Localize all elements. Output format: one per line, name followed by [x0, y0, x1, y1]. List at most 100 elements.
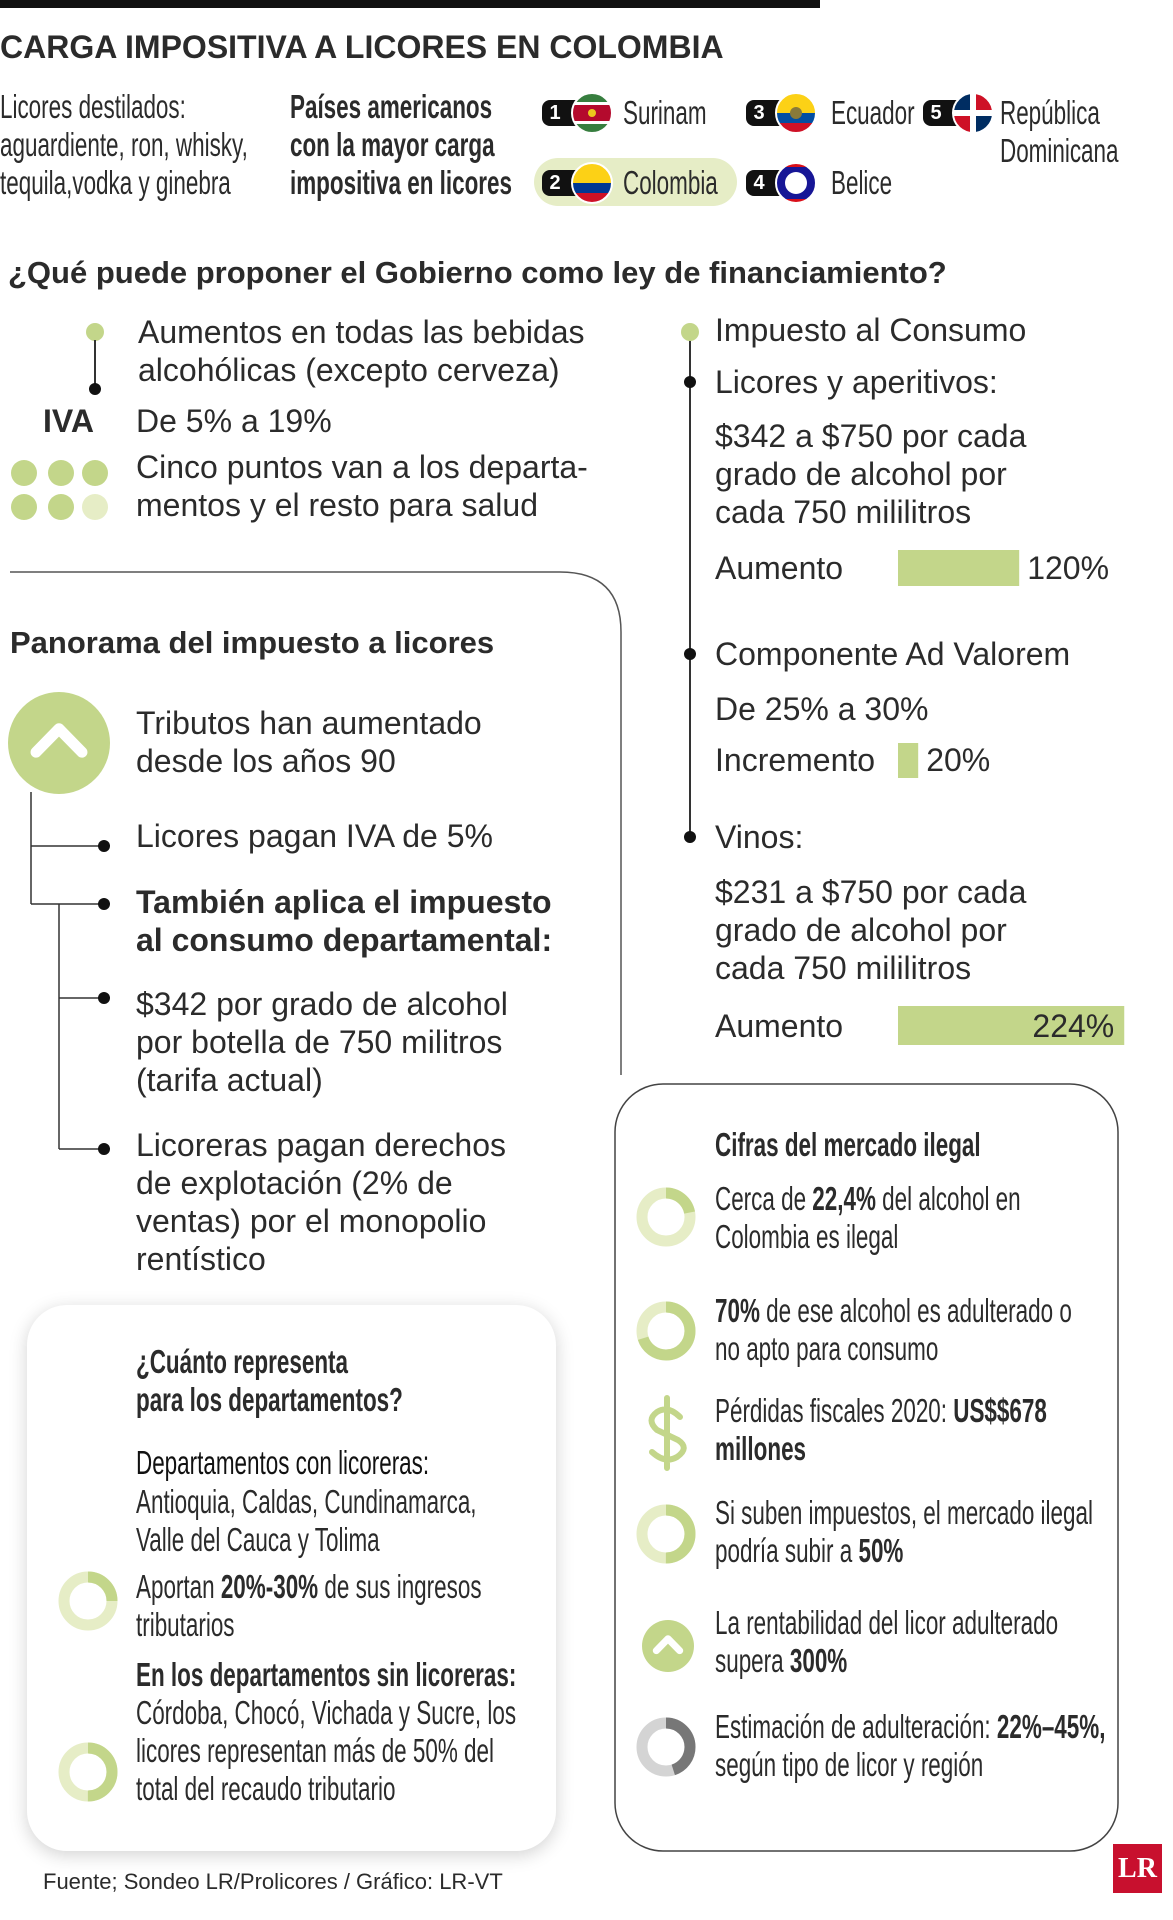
increase-bar — [898, 1006, 1125, 1045]
iva-note: mentos y el resto para salud — [136, 487, 538, 523]
chevron-icon — [8, 692, 110, 794]
text-run: Estimación de adulteración: — [715, 1708, 997, 1745]
top-rule — [0, 0, 820, 8]
panorama-item: Licores pagan IVA de 5% — [136, 818, 493, 854]
flag-band — [572, 163, 612, 183]
iva-note: Cinco puntos van a los departa- — [136, 449, 588, 485]
text-run: Aportan — [136, 1568, 221, 1605]
panorama-item: de explotación (2% de — [136, 1165, 453, 1201]
departments-title: para los departamentos? — [136, 1381, 403, 1418]
increase-value: 224% — [1032, 1008, 1115, 1044]
bullet — [681, 323, 699, 341]
text-run: Cerca de — [715, 1180, 813, 1217]
bullet — [684, 376, 696, 388]
rank-number: 2 — [549, 172, 561, 194]
increase-label: Incremento — [715, 742, 876, 778]
illegal-item: Pérdidas fiscales 2020: US$$678 millones — [715, 1392, 1110, 1468]
text-run: 70% — [715, 1292, 760, 1329]
illegal-item: Estimación de adulteración: 22%–45%, seg… — [715, 1708, 1135, 1784]
panorama-item: $342 por grado de alcohol — [136, 986, 508, 1022]
flag-band — [776, 199, 816, 203]
flag-ring — [571, 92, 613, 134]
heading: Componente Ad Valorem — [715, 636, 1071, 672]
share-dot — [11, 460, 37, 486]
ranking-title: Países americanos — [290, 88, 493, 125]
iva-change: De 5% a 19% — [136, 403, 332, 439]
ranking-title: con la mayor carga — [290, 126, 495, 163]
ranking-title: impositiva en licores — [290, 164, 512, 201]
panorama-item: Tributos han aumentado — [136, 705, 482, 741]
flag-band — [776, 163, 816, 167]
rank-badge — [542, 170, 582, 196]
consumption-title: Impuesto al Consumo — [715, 312, 1027, 348]
illegal-item: La rentabilidad del licor adulterado sup… — [715, 1604, 1115, 1680]
panorama-item: al consumo departamental: — [136, 922, 553, 958]
donut-icon-arc — [636, 1717, 696, 1777]
donut-icon-arc — [636, 1504, 696, 1564]
heading: Licores y aperitivos: — [715, 364, 998, 400]
rate: $342 a $750 por cada — [715, 418, 1027, 454]
increase-bar — [898, 550, 1020, 586]
chevron-mark — [30, 723, 88, 758]
donut-icon-arc — [58, 1571, 118, 1631]
bullet — [86, 323, 104, 341]
rank-badge — [542, 100, 582, 126]
illegal-box — [614, 1083, 1119, 1852]
panorama-item: ventas) por el monopolio — [136, 1203, 487, 1239]
flag-ring — [775, 162, 817, 204]
divider — [10, 571, 622, 1075]
share-dot — [82, 460, 108, 486]
donut-icon-arc — [636, 1301, 696, 1361]
text-run: Córdoba, Chocó, Vichada y Sucre, los lic… — [136, 1694, 517, 1807]
panorama-item: desde los años 90 — [136, 743, 396, 779]
rate: grado de alcohol por — [715, 456, 1007, 492]
rank-badge — [746, 170, 786, 196]
text-run: La rentabilidad del licor adulterado sup… — [715, 1604, 1059, 1679]
bullet — [98, 992, 110, 1004]
donut-icon-arc — [58, 1742, 118, 1802]
title: CARGA IMPOSITIVA A LICORES EN COLOMBIA — [0, 29, 724, 65]
flag-cross — [970, 93, 976, 133]
flag — [571, 92, 613, 134]
rank-number: 3 — [753, 102, 765, 124]
text-run: según tipo de licor y región — [715, 1746, 984, 1783]
increase-bar — [898, 743, 919, 778]
text-run: del alcohol en Colombia es ilegal — [715, 1180, 1021, 1255]
iva-scope: Aumentos en todas las bebidas — [138, 314, 585, 350]
bullet — [89, 383, 101, 395]
panorama-item: (tarifa actual) — [136, 1062, 323, 1098]
departments-without: En los departamentos sin licoreras: Córd… — [136, 1656, 526, 1808]
country: Colombia — [623, 164, 718, 201]
rank-number: 5 — [930, 102, 942, 124]
dollar-icon — [648, 1395, 687, 1471]
panorama-title: Panorama del impuesto a licores — [10, 625, 495, 660]
departments-title: ¿Cuánto representa — [136, 1343, 348, 1380]
flag — [571, 162, 613, 204]
subtitle: Licores destilados: — [0, 88, 186, 125]
increase-label: Aumento — [715, 550, 844, 586]
text-run: de ese alcohol es adulterado o no apto p… — [715, 1292, 1072, 1367]
departments-share: Aportan 20%-30% de sus ingresos tributar… — [136, 1568, 526, 1644]
bullet — [684, 648, 696, 660]
panorama-item: rentístico — [136, 1241, 266, 1277]
text-run: Si suben impuestos, el mercado ilegal po… — [715, 1494, 1093, 1569]
text-run: 50% — [858, 1532, 904, 1569]
source: Fuente; Sondeo LR/Prolicores / Gráfico: … — [43, 1869, 503, 1894]
panorama-item: Licoreras pagan derechos — [136, 1127, 507, 1163]
flag — [775, 162, 817, 204]
rate: grado de alcohol por — [715, 912, 1007, 948]
donut-icon-arc — [636, 1187, 696, 1247]
flag-emblem — [790, 107, 802, 119]
rate: $231 a $750 por cada — [715, 874, 1027, 910]
flag-band — [572, 183, 612, 193]
iva-scope: alcohólicas (excepto cerveza) — [138, 352, 560, 388]
departments-card — [27, 1305, 556, 1851]
bullet — [98, 1143, 110, 1155]
logo: LR — [1118, 1852, 1157, 1884]
illegal-item: Si suben impuestos, el mercado ilegal po… — [715, 1494, 1095, 1570]
share-dot — [11, 494, 37, 520]
chevron-icon — [642, 1620, 694, 1672]
